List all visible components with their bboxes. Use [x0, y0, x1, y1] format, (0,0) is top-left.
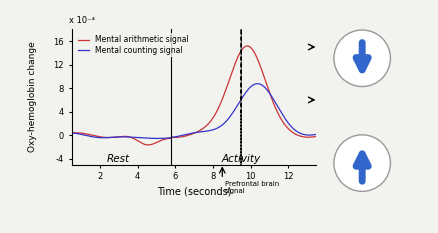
- Mental counting signal: [306, 134, 311, 137]
- Text: Activity: Activity: [221, 154, 260, 164]
- Line: Mental arithmetic signal: Mental arithmetic signal: [71, 46, 316, 145]
- Mental arithmetic signal: [313, 135, 318, 138]
- Mental arithmetic signal: [244, 45, 249, 47]
- Y-axis label: Oxy-hemoglobin change: Oxy-hemoglobin change: [28, 41, 37, 152]
- Mental counting signal: [81, 134, 87, 136]
- Circle shape: [333, 135, 389, 191]
- Text: x 10⁻⁴: x 10⁻⁴: [69, 16, 95, 25]
- Mental counting signal: [155, 137, 160, 140]
- Mental counting signal: [188, 132, 193, 135]
- Mental counting signal: [306, 134, 311, 137]
- Mental counting signal: [69, 131, 74, 134]
- Mental counting signal: [181, 134, 187, 136]
- Mental counting signal: [254, 82, 259, 85]
- Mental arithmetic signal: [81, 132, 87, 135]
- Text: Prefrontal brain
signal: Prefrontal brain signal: [225, 181, 279, 194]
- Text: Rest: Rest: [107, 154, 130, 164]
- Mental arithmetic signal: [306, 136, 311, 139]
- Legend: Mental arithmetic signal, Mental counting signal: Mental arithmetic signal, Mental countin…: [75, 33, 191, 57]
- Mental arithmetic signal: [188, 133, 193, 136]
- Line: Mental counting signal: Mental counting signal: [71, 84, 316, 138]
- X-axis label: Time (seconds): Time (seconds): [156, 187, 231, 197]
- Mental counting signal: [261, 86, 267, 89]
- Mental arithmetic signal: [181, 135, 187, 138]
- Circle shape: [333, 30, 389, 86]
- Mental arithmetic signal: [261, 77, 267, 80]
- Mental arithmetic signal: [69, 132, 74, 134]
- Mental arithmetic signal: [306, 136, 311, 139]
- Mental arithmetic signal: [145, 144, 151, 146]
- Mental counting signal: [313, 133, 318, 136]
